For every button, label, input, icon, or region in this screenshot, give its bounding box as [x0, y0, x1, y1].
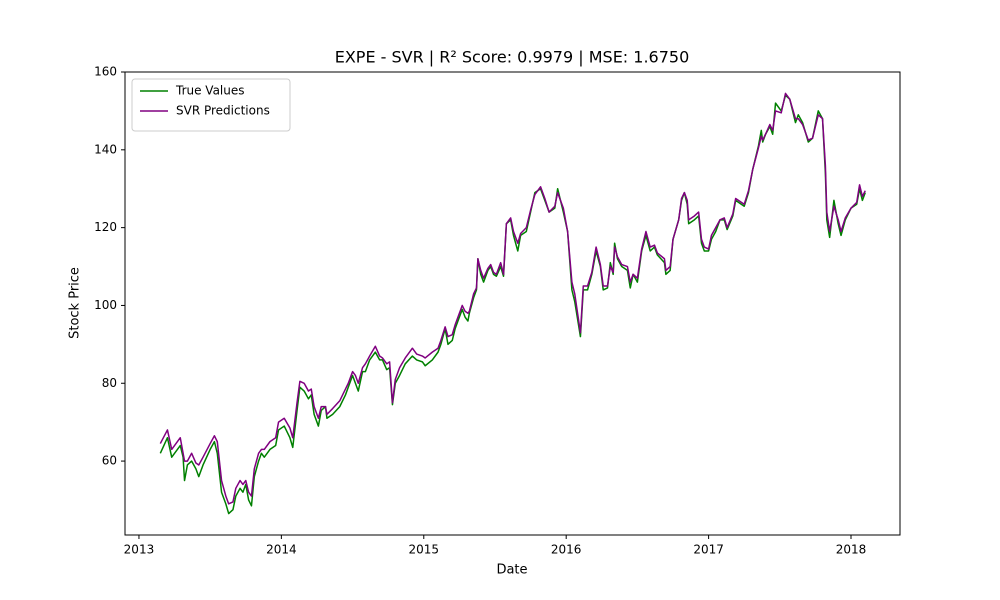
x-tick-label: 2017: [693, 543, 724, 557]
y-axis-label: Stock Price: [68, 267, 83, 339]
chart-title: EXPE - SVR | R² Score: 0.9979 | MSE: 1.6…: [335, 48, 690, 67]
x-tick-label: 2018: [836, 543, 867, 557]
legend-label: SVR Predictions: [176, 104, 270, 118]
y-tick-label: 140: [94, 142, 117, 156]
legend-label: True Values: [175, 84, 245, 98]
x-tick-label: 2014: [266, 543, 297, 557]
y-tick-label: 160: [94, 65, 117, 79]
legend-box: [131, 78, 291, 132]
y-tick-label: 120: [94, 220, 117, 234]
x-tick-label: 2016: [551, 543, 582, 557]
series-line: [159, 92, 866, 505]
y-tick-label: 80: [102, 376, 117, 390]
x-axis-label: Date: [496, 563, 527, 578]
plot-frame: [124, 71, 901, 536]
y-tick-label: 60: [102, 454, 117, 468]
y-tick-label: 100: [94, 298, 117, 312]
x-tick-label: 2013: [124, 543, 155, 557]
x-tick-label: 2015: [409, 543, 440, 557]
